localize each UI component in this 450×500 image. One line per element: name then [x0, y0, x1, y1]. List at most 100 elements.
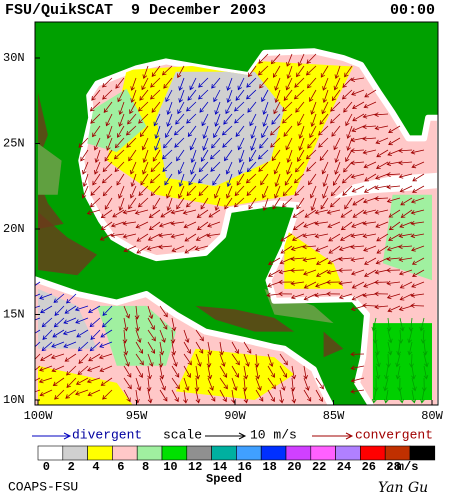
wind-arrow [136, 233, 149, 242]
wind-arrow [247, 65, 257, 78]
wind-arrow [293, 173, 305, 184]
wind-arrow [398, 173, 413, 179]
wind-arrow [267, 365, 275, 378]
wind-arrow [309, 185, 317, 199]
wind-arrow [64, 353, 77, 362]
wind-arrow [398, 329, 404, 344]
wind-arrow [166, 113, 173, 127]
wind-arrow [198, 89, 209, 100]
wind-arrow [246, 77, 257, 88]
wind-arrow [261, 125, 269, 139]
wind-arrow [362, 149, 377, 155]
wind-arrow [51, 341, 65, 348]
colorbar-box [62, 445, 88, 461]
wind-arrow [64, 305, 77, 314]
wind-arrow [159, 365, 165, 380]
wind-arrow [362, 197, 377, 204]
wind-arrow [219, 353, 226, 367]
wind-arrow [52, 329, 65, 338]
wind-arrow [387, 305, 401, 313]
colorbar-label: 12 [188, 460, 202, 474]
wind-arrow [151, 65, 161, 78]
wind-arrow [258, 161, 269, 172]
wind-arrow [186, 101, 197, 112]
wind-arrow [113, 149, 125, 160]
wind-arrow [350, 351, 365, 357]
wind-arrow [398, 233, 413, 239]
wind-arrow [308, 173, 317, 186]
wind-arrow [398, 160, 413, 166]
wind-arrow [315, 377, 324, 390]
wind-arrow [290, 256, 305, 262]
wind-arrow [342, 185, 353, 196]
wind-arrow [364, 257, 377, 265]
wind-arrow [207, 365, 213, 380]
wind-arrow [315, 281, 329, 288]
wind-arrow [183, 329, 190, 344]
wind-arrow [330, 185, 341, 197]
wind-arrow [77, 365, 89, 376]
axes: 30N 25N 20N 15N 10N 100W 95W 90W 85W 80W [3, 51, 444, 423]
wind-arrow [420, 329, 426, 344]
wind-arrow [322, 185, 329, 199]
wind-arrow [386, 317, 392, 332]
wind-arrow [243, 353, 250, 367]
wind-arrow [388, 233, 401, 241]
wind-arrow [118, 101, 125, 116]
wind-arrow [362, 303, 377, 308]
wind-arrow [286, 65, 293, 80]
wind-arrow [118, 113, 125, 127]
wind-arrow [78, 353, 89, 364]
wind-arrow [122, 329, 128, 344]
wind-arrow [305, 149, 317, 160]
colorbar-box [236, 445, 262, 461]
wind-arrow [184, 233, 197, 242]
wind-arrow [123, 245, 137, 253]
wind-arrow [150, 89, 161, 100]
colorbar: 0 2 4 6 8 10 12 14 16 18 20 22 24 26 28m/s [37, 445, 436, 474]
wind-arrow [219, 377, 228, 390]
wind-arrow [318, 137, 329, 148]
wind-arrow [182, 209, 197, 215]
wind-arrow [75, 389, 89, 396]
wind-arrow [76, 329, 89, 338]
wind-arrow [86, 377, 101, 384]
wind-arrow [374, 341, 380, 356]
wind-arrow [147, 305, 154, 320]
wind-arrow [376, 233, 389, 242]
wind-arrow [398, 148, 413, 154]
wind-arrow [270, 125, 281, 136]
wind-arrow [166, 101, 173, 116]
wind-arrow [234, 113, 245, 124]
wind-arrow [89, 101, 101, 112]
wind-arrow [202, 137, 209, 151]
wind-arrow [195, 341, 204, 354]
wind-arrow [314, 220, 329, 226]
wind-arrow [303, 365, 308, 380]
wind-arrow [209, 149, 221, 160]
wind-arrow [362, 124, 377, 130]
wind-arrow [296, 197, 305, 210]
wind-arrow [268, 269, 281, 277]
wind-arrow [285, 77, 293, 91]
wind-arrow [222, 137, 233, 148]
colorbar-label: 14 [213, 460, 227, 474]
wind-arrow [384, 365, 389, 380]
wind-arrow [234, 101, 245, 112]
wind-arrow [135, 341, 143, 354]
wind-arrow [141, 137, 149, 151]
wind-arrow [89, 197, 101, 208]
lon-label: 85W [323, 409, 345, 423]
wind-arrow [171, 389, 179, 403]
wind-arrow [315, 389, 323, 402]
wind-arrow [387, 329, 393, 344]
wind-arrow [326, 291, 341, 297]
wind-arrow [90, 113, 101, 124]
wind-arrow [286, 149, 293, 164]
wind-arrow [421, 377, 427, 392]
wind-arrow [139, 125, 149, 138]
wind-arrow [66, 365, 77, 376]
wind-arrow [279, 389, 284, 404]
wind-arrow [92, 125, 101, 138]
wind-arrow [165, 89, 173, 103]
